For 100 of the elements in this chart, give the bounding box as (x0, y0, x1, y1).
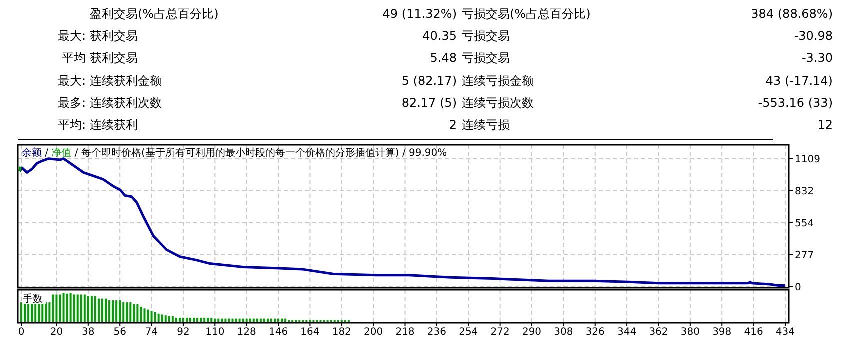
x-tick-label: 200 (364, 327, 384, 338)
bar (172, 316, 174, 322)
bar (108, 300, 111, 322)
bar (147, 310, 150, 322)
bar (52, 294, 54, 322)
bar (263, 318, 266, 322)
bar (193, 318, 196, 322)
x-tick-label: 38 (82, 327, 95, 338)
bar (207, 318, 210, 322)
y-tick-label: 1109 (795, 154, 820, 166)
bar (73, 294, 76, 322)
bar (182, 318, 184, 322)
bar (168, 316, 170, 322)
bar (20, 302, 23, 322)
bar (38, 302, 40, 322)
bar (150, 310, 153, 322)
bar (87, 296, 90, 322)
bar (200, 318, 202, 322)
text: 亏损交易 (462, 29, 510, 43)
text: -3.30 (802, 51, 833, 65)
x-tick-label: 380 (680, 327, 700, 338)
series-label: 余额 (22, 147, 42, 159)
bar (281, 318, 284, 322)
bar (90, 296, 93, 322)
bar (70, 293, 72, 322)
bar (246, 318, 248, 322)
x-tick-label: 20 (50, 327, 64, 338)
bar (224, 318, 227, 322)
text: 盈利交易(%占总百分比) (90, 7, 219, 21)
bar (161, 314, 164, 322)
bar (274, 318, 276, 322)
bar (98, 298, 100, 322)
x-tick-label: 128 (237, 327, 256, 338)
bar (186, 318, 188, 322)
bar (260, 318, 262, 322)
bar (66, 294, 68, 322)
text: -30.98 (794, 29, 833, 43)
bar (105, 298, 108, 322)
bar (164, 316, 167, 322)
bar (101, 298, 104, 322)
bar (42, 302, 44, 322)
x-tick-label: 398 (712, 327, 732, 338)
x-tick-label: 0 (18, 327, 25, 338)
bar (62, 293, 65, 322)
text: 384 (88.68%) (751, 7, 833, 21)
x-tick-label: 182 (332, 327, 352, 338)
bar (232, 318, 234, 322)
bar (133, 304, 136, 322)
x-tick-label: 362 (649, 327, 668, 338)
bar (228, 318, 230, 322)
bar (256, 318, 258, 322)
bar (218, 318, 220, 322)
x-tick-label: 164 (300, 327, 320, 338)
text: 40.35 (422, 29, 457, 43)
x-tick-label: 74 (145, 327, 158, 338)
x-tick-label: 434 (776, 327, 796, 338)
chart-title: / 每个即时价格(基于所有可利用的最小时段的每一个价格的分形插值计算) / 99.90% (74, 148, 448, 159)
bar (284, 318, 287, 322)
text: 连续获利 (90, 118, 138, 132)
bar (34, 302, 37, 322)
bar (266, 318, 269, 322)
text: 连续亏损 (462, 118, 510, 132)
bar (45, 302, 48, 322)
x-tick-label: 146 (268, 327, 288, 338)
chart-title: 手数 (23, 293, 43, 305)
bar (59, 294, 62, 322)
bar (235, 318, 238, 322)
text: 43 (-17.14) (766, 74, 833, 88)
bar (130, 302, 132, 322)
text: 平均: (58, 118, 86, 132)
bar (112, 300, 114, 322)
text: 获利交易 (90, 51, 138, 65)
bar (249, 318, 252, 322)
text: 2 (449, 118, 457, 132)
legend-title: / (42, 148, 52, 159)
bar (140, 306, 142, 322)
text: 连续获利金额 (90, 74, 162, 88)
y-tick-label: 277 (795, 250, 814, 262)
bar (122, 302, 125, 322)
bar (196, 318, 199, 322)
x-tick-label: 326 (586, 327, 605, 338)
text: -553.16 (33) (758, 96, 833, 110)
text: 12 (818, 118, 833, 132)
bar (80, 294, 82, 322)
bar (204, 318, 206, 322)
bar (154, 312, 156, 322)
bar (31, 302, 34, 322)
y-tick-label: 554 (795, 218, 814, 230)
x-tick-label: 254 (459, 327, 478, 338)
bar (252, 318, 255, 322)
x-tick-label: 56 (114, 327, 126, 338)
bar (24, 302, 26, 322)
line-series (18, 158, 786, 287)
x-tick-label: 290 (522, 327, 542, 338)
text: 亏损交易(%占总百分比) (462, 7, 591, 21)
bar (116, 300, 118, 322)
text: 平均 (62, 51, 86, 65)
text: 最多: (58, 96, 86, 110)
text: 净值 (52, 147, 72, 159)
text: 82.17 (5) (402, 96, 457, 110)
